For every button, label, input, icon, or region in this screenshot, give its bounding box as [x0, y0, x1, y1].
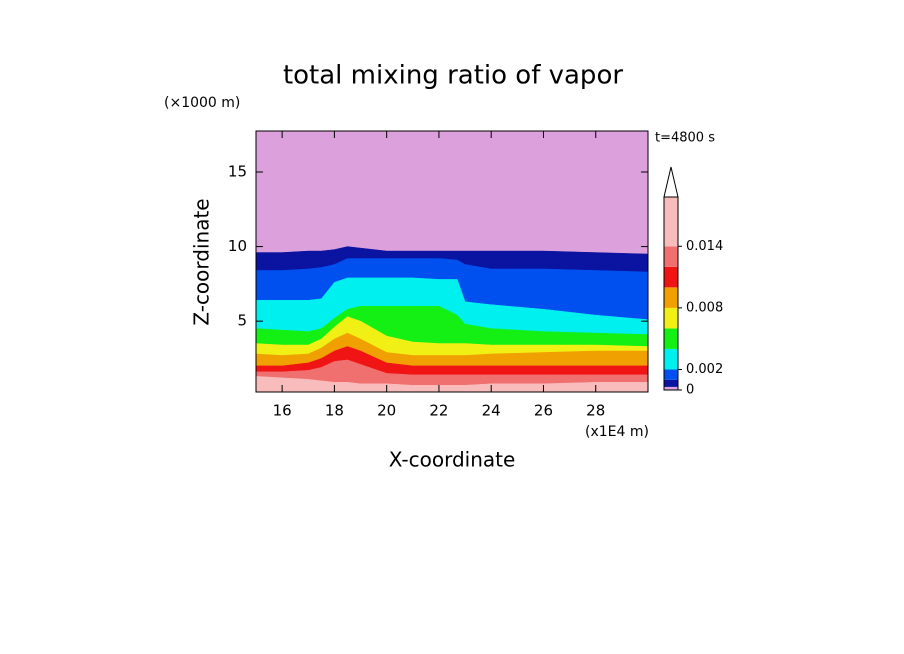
colorbar-tick-label: 0.008: [686, 300, 723, 315]
x-tick-label: 18: [325, 402, 344, 420]
y-tick-label: 10: [228, 237, 247, 255]
colorbar-tick-label: 0.002: [686, 362, 723, 377]
colorbar-segment: [664, 287, 678, 308]
x-tick-label: 24: [482, 402, 501, 420]
colorbar-segment: [664, 246, 678, 267]
colorbar: 0 0.002 0.008 0.014: [663, 166, 723, 398]
colorbar-segment: [664, 369, 678, 380]
y-axis-label: Z-coordinate: [190, 198, 214, 325]
colorbar-segment: [664, 197, 678, 247]
colorbar-segment: [664, 266, 678, 288]
x-tick-label: 28: [586, 402, 605, 420]
y-tick-label: 15: [228, 163, 247, 181]
y-tick-label: 5: [237, 312, 247, 330]
x-tick-label: 22: [429, 402, 448, 420]
colorbar-segment: [664, 328, 678, 349]
colorbar-arrow: [663, 166, 679, 198]
time-annotation: t=4800 s: [655, 131, 715, 146]
plot-area: 16 18 20 22 24 26 28 5 10 15: [228, 130, 649, 420]
x-tick-label: 16: [273, 402, 292, 420]
contour-band: [255, 376, 649, 393]
x-tick-label: 26: [534, 402, 553, 420]
colorbar-tick-label: 0.014: [686, 239, 723, 254]
colorbar-segment: [664, 307, 678, 329]
colorbar-segment: [664, 348, 678, 370]
colorbar-segment: [664, 386, 678, 390]
x-unit: (x1E4 m): [585, 424, 649, 440]
x-axis-label: X-coordinate: [389, 448, 516, 472]
colorbar-tick-label: 0: [686, 383, 694, 398]
plot-frame: [255, 130, 649, 393]
colorbar-segment: [664, 379, 678, 387]
x-tick-label: 20: [377, 402, 396, 420]
chart-title: total mixing ratio of vapor: [283, 61, 623, 91]
y-unit: (×1000 m): [164, 95, 240, 111]
